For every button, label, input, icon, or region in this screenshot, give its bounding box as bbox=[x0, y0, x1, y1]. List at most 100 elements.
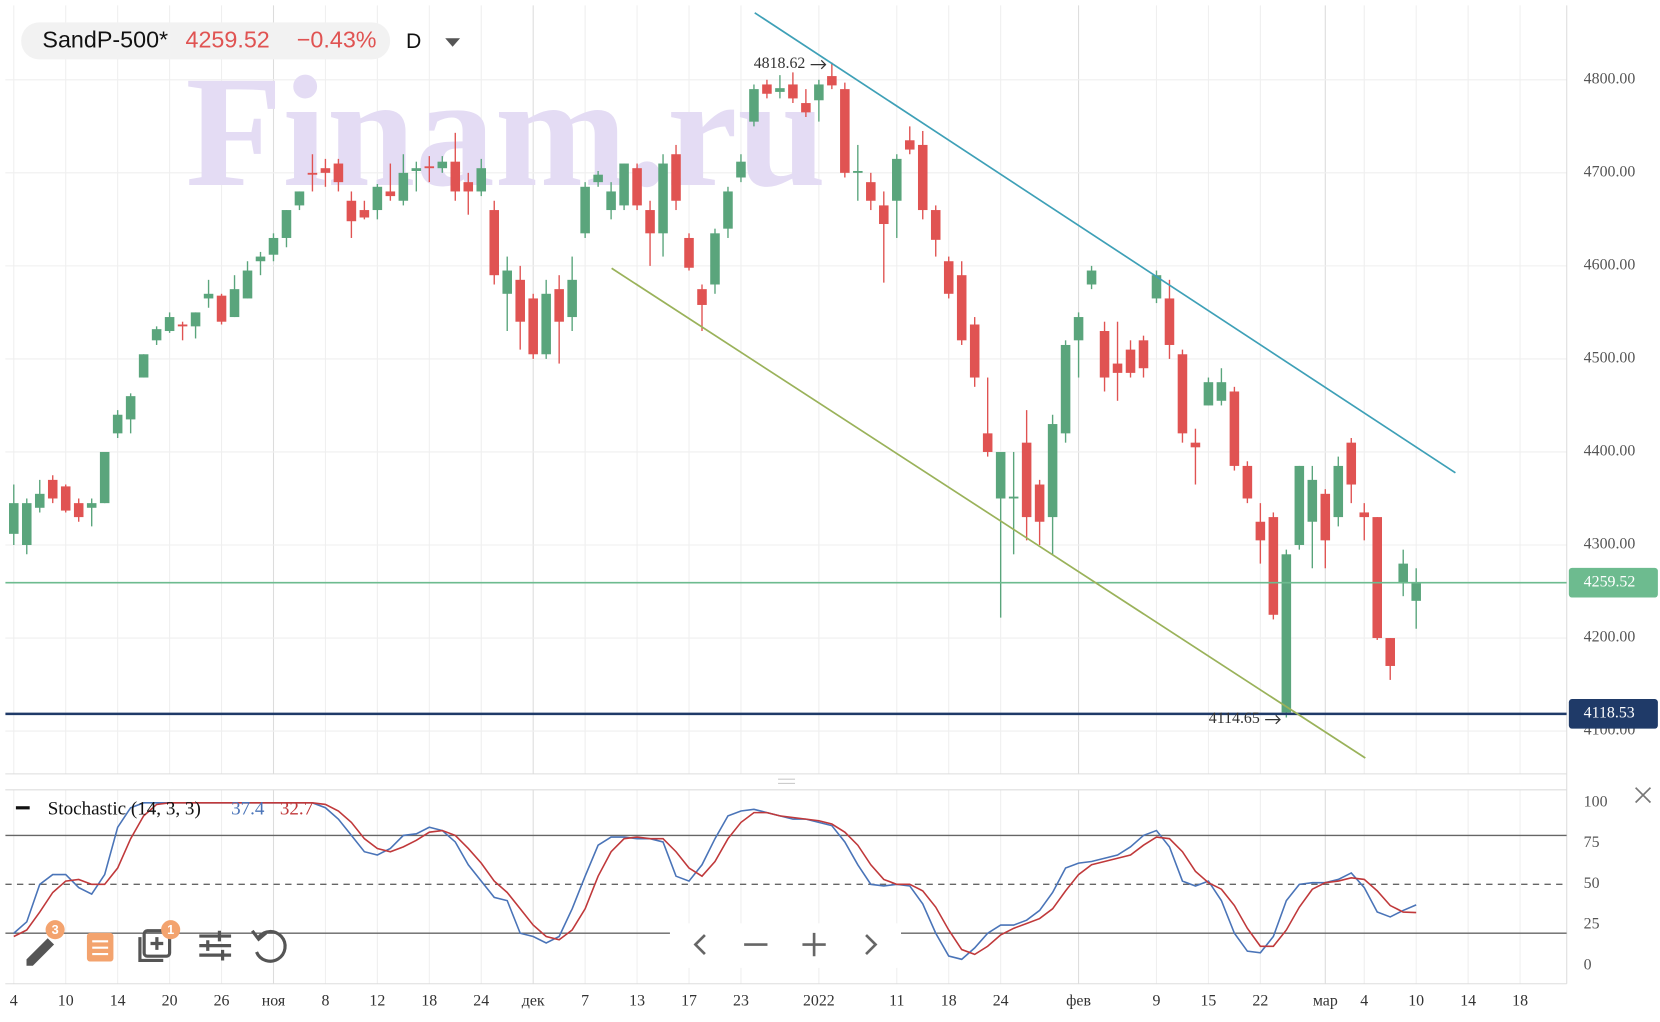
candle-body bbox=[982, 433, 993, 452]
x-tick-label: 7 bbox=[581, 992, 589, 1009]
extreme-arrow bbox=[810, 59, 827, 70]
candle-body bbox=[1138, 340, 1149, 369]
x-tick-label: дек bbox=[522, 992, 545, 1009]
x-tick-label: 14 bbox=[1460, 992, 1476, 1009]
candle-body bbox=[645, 210, 655, 234]
candle-body bbox=[684, 237, 694, 268]
panel-resize-handle[interactable] bbox=[778, 778, 796, 784]
candle-body bbox=[450, 161, 461, 192]
x-tick-label: 11 bbox=[889, 992, 904, 1009]
candle-body bbox=[1086, 270, 1097, 285]
last-price-label: 4259.52 bbox=[1584, 573, 1636, 590]
candle-body bbox=[151, 329, 162, 341]
scroll-right[interactable] bbox=[865, 934, 878, 956]
candle-body bbox=[333, 163, 344, 183]
x-tick-label: ноя bbox=[262, 992, 286, 1009]
add-indicator-icon[interactable] bbox=[142, 929, 172, 958]
candle-body bbox=[775, 88, 785, 92]
candle-body bbox=[385, 191, 396, 197]
candle-body bbox=[904, 140, 915, 150]
x-tick-label: 18 bbox=[1512, 992, 1528, 1009]
candle-body bbox=[99, 451, 110, 504]
price-change: −0.43% bbox=[297, 27, 377, 53]
y-tick-label: 4400.00 bbox=[1584, 443, 1636, 460]
draw-tool-icon[interactable] bbox=[26, 938, 55, 966]
candle-body bbox=[138, 354, 149, 378]
candle-body bbox=[892, 158, 902, 201]
badge bbox=[161, 920, 181, 940]
add-indicator-icon bbox=[138, 937, 164, 963]
candle-body bbox=[125, 396, 136, 420]
candle-body bbox=[307, 172, 318, 175]
close-indicator[interactable] bbox=[1635, 787, 1652, 804]
y-tick-label: 4600.00 bbox=[1584, 257, 1636, 274]
candle-body bbox=[476, 168, 487, 192]
candle-body bbox=[1047, 424, 1058, 518]
candle-body bbox=[47, 479, 58, 499]
candle-body bbox=[736, 161, 746, 178]
badge bbox=[45, 920, 65, 940]
candle-body bbox=[827, 76, 837, 86]
x-tick-label: 10 bbox=[1408, 992, 1424, 1009]
candle-body bbox=[554, 289, 564, 322]
scroll-left[interactable] bbox=[693, 934, 706, 956]
candle-body bbox=[1034, 484, 1045, 522]
trendline[interactable] bbox=[754, 12, 1456, 474]
candle-body bbox=[1073, 317, 1084, 341]
candle-body bbox=[294, 191, 305, 206]
axes: 4 10 14 20 26 ноя 8 12 18 24 дек 7 13 17 23 2022 11 18 24 ф… bbox=[10, 55, 1658, 1009]
settings-icon[interactable] bbox=[199, 930, 232, 961]
candle-body bbox=[1255, 521, 1266, 541]
candle-body bbox=[1203, 382, 1214, 406]
candle-body bbox=[930, 210, 941, 240]
interval[interactable]: D bbox=[406, 30, 421, 53]
candle-body bbox=[619, 163, 629, 206]
candle-body bbox=[398, 172, 409, 201]
candle-body bbox=[1190, 442, 1201, 448]
candle-body bbox=[359, 210, 370, 218]
candle-body bbox=[177, 324, 188, 327]
trendline[interactable] bbox=[611, 267, 1366, 759]
candle-body bbox=[281, 210, 292, 238]
candle-body bbox=[593, 174, 603, 183]
candle-body bbox=[164, 317, 175, 332]
y-tick-label: 4700.00 bbox=[1584, 163, 1636, 180]
x-tick-label: 20 bbox=[162, 992, 178, 1009]
candle-body bbox=[762, 84, 772, 94]
last-price-tag bbox=[1568, 567, 1658, 598]
candle-body bbox=[502, 270, 512, 294]
watermark: Finam.ru bbox=[186, 44, 826, 220]
candle-body bbox=[1177, 354, 1188, 434]
candle-body bbox=[1398, 563, 1408, 583]
reset-icon-arrow bbox=[251, 929, 268, 942]
extreme-label: 4818.62 bbox=[754, 55, 806, 72]
x-tick-label: фев bbox=[1066, 992, 1091, 1009]
candle-body bbox=[995, 451, 1006, 499]
y-tick-label: 0 bbox=[1584, 956, 1592, 973]
candle-body bbox=[229, 289, 240, 318]
candle-body bbox=[541, 293, 551, 355]
candle-body bbox=[489, 210, 500, 276]
candle-body bbox=[671, 154, 681, 201]
candle-body bbox=[1320, 493, 1331, 541]
candle-body bbox=[788, 84, 798, 99]
candle-body bbox=[943, 261, 954, 294]
x-tick-label: 9 bbox=[1153, 992, 1161, 1009]
price-panel bbox=[5, 62, 1567, 718]
list-icon-lines bbox=[92, 940, 109, 956]
price-level-tag bbox=[1568, 699, 1658, 729]
y-tick-label: 50 bbox=[1584, 875, 1600, 892]
reset-icon[interactable] bbox=[255, 929, 287, 963]
candle-body bbox=[1294, 465, 1305, 546]
y-tick-label: 4300.00 bbox=[1584, 536, 1636, 553]
navigation-bar bbox=[669, 923, 902, 968]
candle-body bbox=[1060, 344, 1071, 434]
candle-body bbox=[1242, 465, 1253, 499]
candle-body bbox=[1268, 517, 1279, 615]
candle-body bbox=[1307, 479, 1318, 522]
candle-body bbox=[1372, 517, 1383, 639]
interval-dropdown[interactable] bbox=[445, 38, 461, 47]
symbol-pill[interactable] bbox=[21, 22, 391, 60]
zoom-in[interactable] bbox=[802, 932, 826, 957]
candle-body bbox=[1359, 512, 1370, 518]
